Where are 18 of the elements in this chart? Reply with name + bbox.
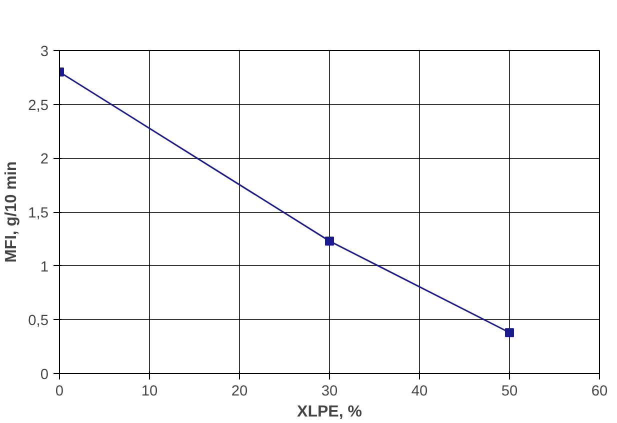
x-tick-label: 50 [501,384,518,400]
y-tick-label: 1,5 [28,206,48,222]
y-tick-label: 1 [40,259,49,276]
y-tick-label: 2,5 [28,98,48,114]
y-tick-label: 3 [40,44,49,60]
y-axis-title: MFI, g/10 min [3,161,20,263]
x-tick-label: 0 [55,384,64,400]
y-tick-label: 0,5 [28,313,48,330]
x-tick-label: 30 [321,384,338,400]
y-tick-label: 0 [40,367,49,383]
x-tick-label: 20 [231,384,248,400]
y-tick-label: 2 [40,152,49,168]
x-tick-label: 40 [411,384,428,400]
point [325,236,334,246]
point [505,328,514,338]
x-tick-label: 60 [591,384,608,400]
x-axis-title: XLPE, % [297,404,362,420]
x-tick-label: 10 [141,384,158,400]
